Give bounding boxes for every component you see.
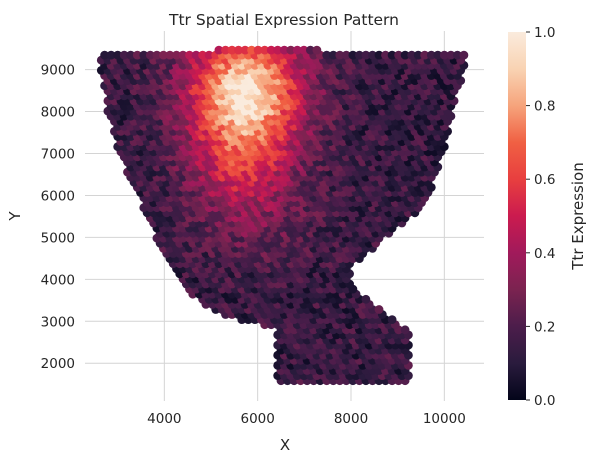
colorbar-ticks: 0.0 0.2 0.4 0.6 0.8 1.0 [526, 25, 555, 409]
expression-spot [221, 45, 230, 55]
y-tick-label: 2000 [41, 356, 75, 372]
expression-spot [152, 50, 162, 60]
expression-spot [260, 45, 270, 55]
expression-spot [253, 45, 263, 55]
expression-spot [322, 50, 332, 60]
y-tick-label: 6000 [41, 188, 75, 204]
expression-spot [355, 50, 364, 60]
expression-spot [374, 50, 384, 60]
expression-spot [453, 50, 462, 60]
expression-spot [312, 45, 322, 55]
expression-spot [240, 45, 250, 55]
expression-spot [368, 50, 377, 60]
expression-spot [420, 50, 430, 60]
expression-spot [426, 50, 436, 60]
expression-spot [400, 325, 410, 335]
expression-spot [113, 50, 123, 60]
expression-spot [100, 50, 109, 60]
expression-spot [394, 50, 403, 60]
x-tick-label: 8000 [334, 411, 368, 427]
expression-spot [198, 50, 208, 60]
expression-spots [96, 45, 469, 386]
expression-spot [178, 50, 188, 60]
colorbar-tick-label: 0.2 [534, 319, 555, 335]
expression-spot [446, 50, 456, 60]
colorbar [508, 32, 526, 400]
expression-spot [292, 45, 302, 55]
expression-spot [126, 50, 136, 60]
expression-spot [159, 50, 168, 60]
expression-spot [348, 50, 358, 60]
expression-spot [145, 50, 155, 60]
expression-spot [387, 50, 397, 60]
expression-spot [361, 294, 371, 304]
expression-spot [139, 50, 149, 60]
expression-spot [204, 50, 214, 60]
expression-spot [459, 50, 469, 60]
expression-spot [165, 50, 175, 60]
colorbar-tick-label: 0.4 [534, 246, 555, 262]
expression-spot [341, 50, 351, 60]
colorbar-tick-label: 0.8 [534, 99, 555, 115]
expression-spot [234, 45, 243, 55]
expression-spot [374, 305, 384, 314]
expression-spot [172, 50, 181, 60]
expression-spot [306, 45, 315, 55]
expression-spot [132, 50, 142, 60]
expression-spot [273, 45, 283, 55]
expression-spot [361, 50, 371, 60]
y-tick-label: 7000 [41, 146, 75, 162]
expression-spot [381, 50, 390, 60]
expression-spot [185, 50, 194, 60]
expression-spot [279, 45, 289, 55]
x-axis-label: X [280, 436, 290, 454]
expression-spot [191, 50, 201, 60]
expression-spot [335, 50, 345, 60]
expression-spot [400, 50, 410, 60]
expression-spot [214, 45, 224, 55]
expression-spot [247, 45, 256, 55]
x-tick-label: 6000 [240, 411, 274, 427]
expression-spot [407, 50, 417, 60]
x-axis-ticks: 4000 6000 8000 10000 [147, 411, 466, 427]
x-tick-label: 10000 [423, 411, 466, 427]
expression-spot [433, 50, 443, 60]
chart-title: Ttr Spatial Expression Pattern [168, 11, 399, 29]
y-axis-ticks: 2000 3000 4000 5000 6000 7000 8000 9000 [41, 63, 75, 373]
colorbar-label: Ttr Expression [569, 162, 587, 270]
expression-spot [328, 50, 338, 60]
colorbar-tick-label: 0.6 [534, 172, 555, 188]
colorbar-tick-label: 0.0 [534, 393, 555, 409]
y-tick-label: 4000 [41, 272, 75, 288]
y-axis-label: Y [6, 211, 24, 222]
expression-spot [286, 45, 296, 55]
colorbar-tick-label: 1.0 [534, 25, 555, 41]
y-tick-label: 3000 [41, 314, 75, 330]
expression-spot [439, 50, 449, 60]
expression-spot [119, 50, 129, 60]
expression-spot [106, 50, 116, 60]
expression-spot [413, 50, 423, 60]
expression-spot [387, 315, 397, 324]
expression-spot [266, 45, 276, 55]
y-tick-label: 5000 [41, 230, 75, 246]
y-tick-label: 9000 [41, 63, 75, 79]
expression-spot [299, 45, 309, 55]
expression-spot [227, 45, 237, 55]
y-tick-label: 8000 [41, 105, 75, 121]
x-tick-label: 4000 [147, 411, 181, 427]
